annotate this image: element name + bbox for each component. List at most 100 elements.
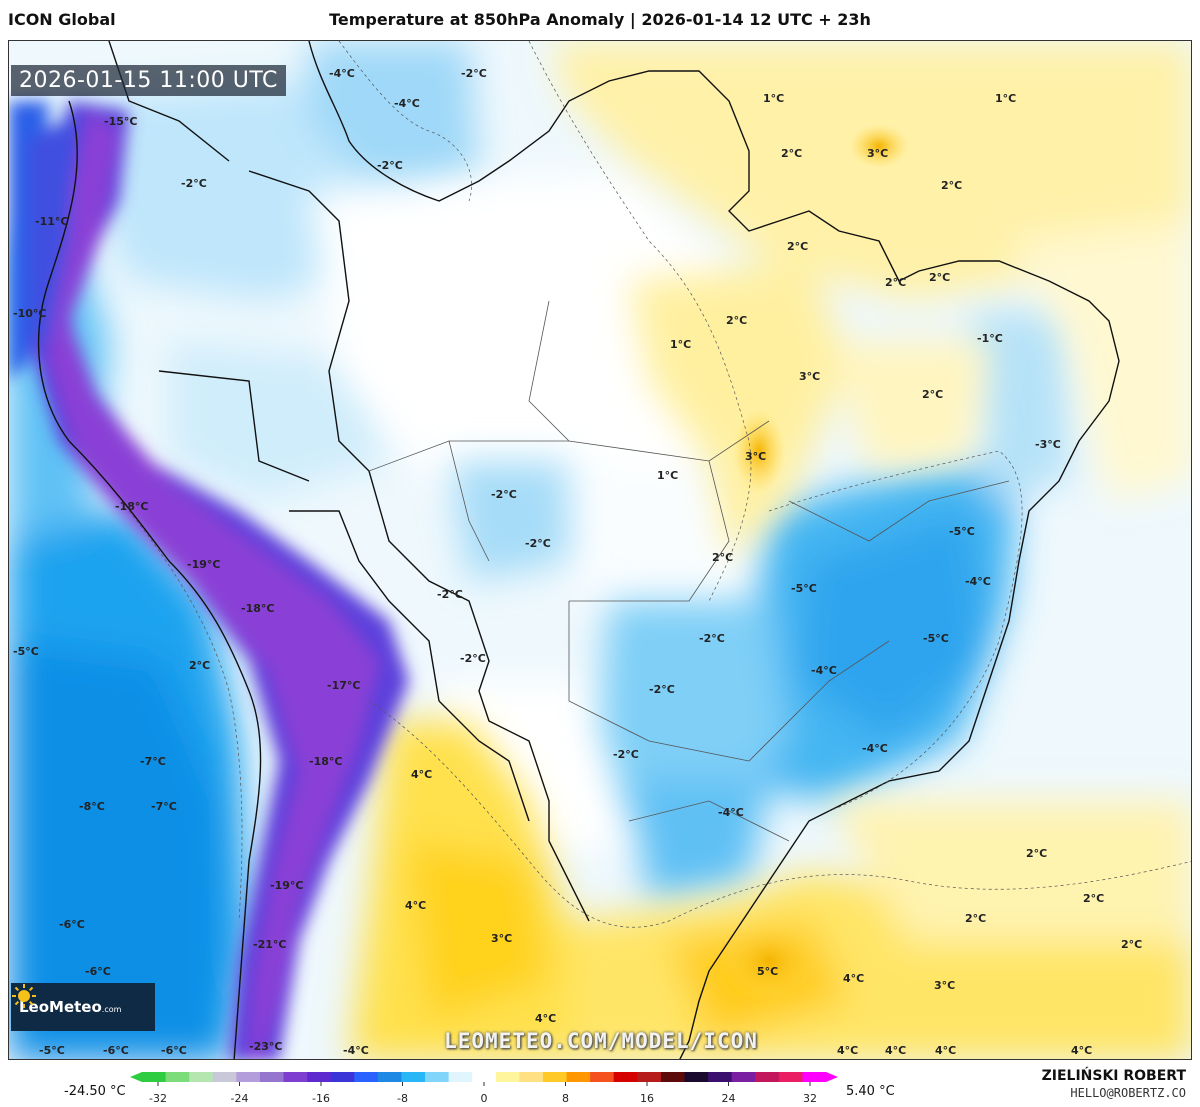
temperature-label: 4°C: [411, 768, 432, 781]
legend-tick-label: 32: [803, 1092, 817, 1105]
legend-swatch: [590, 1072, 615, 1082]
temperature-label: 1°C: [995, 92, 1016, 105]
legend-swatch: [142, 1072, 167, 1082]
temperature-label: 1°C: [657, 469, 678, 482]
temperature-label: 1°C: [763, 92, 784, 105]
temperature-label: 4°C: [535, 1012, 556, 1025]
temperature-label: -2°C: [649, 683, 675, 696]
legend-swatch: [354, 1072, 379, 1082]
field-south-warm: [349, 721, 1191, 1059]
temperature-label: -11°C: [35, 215, 68, 228]
chart-title: Temperature at 850hPa Anomaly | 2026-01-…: [329, 10, 871, 29]
legend-swatch: [778, 1072, 803, 1082]
temperature-label: -4°C: [965, 575, 991, 588]
watermark-url: LEOMETEO.COM/MODEL/ICON: [444, 1029, 758, 1053]
legend-tick-label: 8: [562, 1092, 569, 1105]
temperature-label: 2°C: [1121, 938, 1142, 951]
temperature-label: 3°C: [799, 370, 820, 383]
temperature-label: 4°C: [1071, 1044, 1092, 1057]
bolivia-border: [289, 510, 440, 702]
legend-swatch: [259, 1072, 285, 1082]
temperature-label: 2°C: [1083, 892, 1104, 905]
temperature-label: -18°C: [241, 602, 274, 615]
legend-swatch: [566, 1072, 591, 1082]
legend-arrow-left: [130, 1072, 142, 1082]
temperature-label: -2°C: [377, 159, 403, 172]
temperature-label: -6°C: [59, 918, 85, 931]
legend-swatch: [755, 1072, 780, 1082]
temperature-label: 2°C: [885, 276, 906, 289]
temperature-label: 2°C: [189, 659, 210, 672]
warm-core-s: [719, 921, 819, 1001]
temperature-label: 2°C: [929, 271, 950, 284]
header: ICON Global Temperature at 850hPa Anomal…: [0, 0, 1200, 40]
temperature-label: 2°C: [787, 240, 808, 253]
legend-swatch: [613, 1072, 638, 1082]
temperature-label: -2°C: [181, 177, 207, 190]
pacific-coastline: [37, 100, 262, 1059]
legend-swatch: [165, 1072, 190, 1082]
temperature-label: -5°C: [791, 582, 817, 595]
legend-swatch: [330, 1072, 355, 1082]
legend-swatch: [708, 1072, 733, 1082]
legend-tick-label: 0: [481, 1092, 488, 1105]
legend-min-value: -24.50 °C: [64, 1084, 126, 1099]
temperature-label: 2°C: [941, 179, 962, 192]
temperature-label: -4°C: [811, 664, 837, 677]
temperature-label: -5°C: [13, 645, 39, 658]
temperature-label: 2°C: [712, 551, 733, 564]
paraguay-border: [438, 700, 530, 822]
legend-swatch: [189, 1072, 214, 1082]
legend-swatch: [212, 1072, 237, 1082]
legend-swatch: [542, 1072, 568, 1082]
temperature-label: -4°C: [718, 806, 744, 819]
temperature-label: -10°C: [13, 307, 46, 320]
brazil-west-border: [248, 170, 590, 922]
legend-swatch: [684, 1072, 709, 1082]
temperature-label: 2°C: [965, 912, 986, 925]
logo-name: LeoMeteo: [19, 998, 102, 1016]
temperature-label: -5°C: [923, 632, 949, 645]
temperature-label: -5°C: [949, 525, 975, 538]
author-name: ZIELIŃSKI ROBERT: [1041, 1068, 1186, 1084]
temperature-label: 2°C: [781, 147, 802, 160]
valid-time-badge: 2026-01-15 11:00 UTC: [11, 65, 286, 96]
legend-swatch: [377, 1072, 402, 1082]
legend-tick-label: -32: [149, 1092, 167, 1105]
temperature-label: -19°C: [187, 558, 220, 571]
legend-swatch: [660, 1072, 685, 1082]
temperature-label: 4°C: [885, 1044, 906, 1057]
temperature-label: -1°C: [977, 332, 1003, 345]
field-andes-cold: [9, 101, 409, 1059]
peru-border: [158, 370, 310, 482]
temperature-label: 1°C: [670, 338, 691, 351]
temperature-label: -19°C: [270, 879, 303, 892]
field-southeast-cold: [449, 311, 1069, 901]
temperature-label: 4°C: [837, 1044, 858, 1057]
temperature-label: -2°C: [461, 67, 487, 80]
legend-max-value: 5.40 °C: [846, 1084, 895, 1099]
temperature-label: -17°C: [327, 679, 360, 692]
temperature-label: -2°C: [613, 748, 639, 761]
temperature-label: -2°C: [460, 652, 486, 665]
temperature-label: 4°C: [405, 899, 426, 912]
legend-tick-label: 16: [640, 1092, 654, 1105]
temperature-labels: -4°C -2°C -4°C -15°C -2°C -2°C -11°C -10°C 1°C 1°…: [13, 67, 1142, 1057]
temperature-label: -6°C: [161, 1044, 187, 1057]
legend-tick-label: -16: [312, 1092, 330, 1105]
legend-bar: -32 -24 -16 -8 0 8 16 24 32: [130, 1072, 838, 1105]
temperature-label: -5°C: [39, 1044, 65, 1057]
temperature-label: 4°C: [843, 972, 864, 985]
temperature-label: 3°C: [934, 979, 955, 992]
temperature-label: -4°C: [343, 1044, 369, 1057]
temperature-label: 2°C: [726, 314, 747, 327]
legend-swatch: [236, 1072, 261, 1082]
legend-swatch: [495, 1072, 520, 1082]
temperature-label: -7°C: [151, 800, 177, 813]
legend-tick-label: -24: [231, 1092, 249, 1105]
temperature-label: -21°C: [253, 938, 286, 951]
map-canvas: -4°C -2°C -4°C -15°C -2°C -2°C -11°C -10°C 1°C 1°…: [9, 41, 1191, 1059]
field-northeast-warm: [549, 41, 1191, 561]
temperature-label: 2°C: [1026, 847, 1047, 860]
temperature-label: -3°C: [1035, 438, 1061, 451]
